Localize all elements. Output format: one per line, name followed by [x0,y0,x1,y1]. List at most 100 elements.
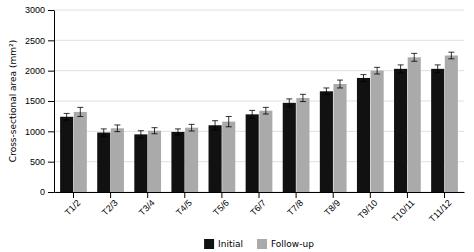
error-bar [189,124,195,131]
legend-label: Initial [218,239,243,249]
bar [111,128,124,192]
error-bar [175,129,181,135]
x-tick-mark [147,192,148,198]
error-bar [374,67,380,74]
grid [54,10,464,192]
bar [185,128,198,192]
error-bar [323,88,329,95]
error-bar [360,75,366,82]
error-bar [300,94,306,101]
bar [394,69,407,192]
y-axis-title: Cross-sectional area (mm²) [8,40,18,162]
error-bar [64,113,70,120]
x-tick: T7/8 [285,192,305,218]
bar [431,69,444,192]
y-tick-label: 3000 [25,5,45,15]
y-tick-mark [48,101,54,102]
y-tick: 1500 [25,96,54,106]
y-tick-mark [48,10,54,11]
x-tick-mark [407,192,408,198]
legend-label: Follow-up [271,239,314,249]
x-tick-label: T4/5 [174,198,194,218]
legend-swatch [257,239,267,249]
x-tick-label: T8/9 [322,198,342,218]
x-tick: T2/3 [100,192,120,218]
x-tick: T3/4 [137,192,157,218]
legend: Initial Follow-up [204,239,314,249]
y-tick: 2000 [25,66,54,76]
y-tick: 1000 [25,127,54,137]
y-tick-label: 2500 [25,36,45,46]
y-tick-label: 2000 [25,66,45,76]
y-tick-label: 500 [30,157,45,167]
bar [333,84,346,192]
legend-swatch [204,239,214,249]
x-tick: T5/6 [211,192,231,218]
x-tick-label: T3/4 [137,198,157,218]
x-tick: T10/11 [390,192,416,224]
bar [408,57,421,192]
y-tick: 0 [40,187,54,197]
y-axis-line [54,11,55,193]
x-tick: T4/5 [174,192,194,218]
error-bar [435,65,441,73]
error-bar [263,107,269,114]
x-tick-mark [296,192,297,198]
x-tick: T8/9 [322,192,342,218]
bar [283,103,296,192]
error-bar [411,53,417,61]
x-tick-mark [333,192,334,198]
plot: 0 500 1000 1500 2000 2500 3000 T1/2 T2/3 T3/4 T4/5… [25,5,465,224]
error-bar [138,131,144,138]
x-tick: T1/2 [63,192,83,218]
bar [209,125,222,192]
x-tick-label: T5/6 [211,198,231,218]
y-tick: 2500 [25,36,54,46]
error-bar [398,65,404,73]
bar-series [74,52,458,192]
bar [246,114,259,192]
marks [60,52,458,192]
y-tick: 3000 [25,5,54,15]
x-tick-label: T9/10 [356,198,379,221]
y-tick-label: 0 [40,187,45,197]
bar [97,133,110,192]
y-tick-mark [48,71,54,72]
error-bar [286,99,292,107]
x-tick-mark [370,192,371,198]
error-bar [152,128,158,134]
x-tick-label: T11/12 [427,198,453,224]
x-tick: T6/7 [248,192,268,218]
bar [222,122,235,192]
error-bar [448,52,454,59]
x-axis: T1/2 T2/3 T3/4 T4/5 T5/6 T6/7 T7/8 T8/9 T9/10 T10… [55,192,465,224]
y-tick-mark [48,162,54,163]
x-tick-label: T2/3 [100,198,120,218]
error-bar [226,116,232,126]
x-tick: T9/10 [356,192,379,221]
x-tick-mark [444,192,445,198]
x-tick-mark [221,192,222,198]
x-tick-label: T6/7 [248,198,268,218]
grid-line [54,10,464,11]
bar [445,56,458,193]
error-bar [337,80,343,88]
bar [60,117,73,192]
bar-series [60,65,444,192]
bar [171,132,184,192]
y-axis: 0 500 1000 1500 2000 2500 3000 [25,5,55,197]
error-bar [249,110,255,118]
y-tick-mark [48,131,54,132]
legend-item: Initial [204,239,243,249]
x-tick-label: T7/8 [285,198,305,218]
bar [134,134,147,192]
bar [320,91,333,192]
y-tick-label: 1000 [25,127,45,137]
y-tick-mark [48,40,54,41]
x-tick-mark [259,192,260,198]
bar [259,111,272,192]
y-tick-label: 1500 [25,96,45,106]
x-tick-mark [110,192,111,198]
bar [148,131,161,192]
bar [74,112,87,192]
